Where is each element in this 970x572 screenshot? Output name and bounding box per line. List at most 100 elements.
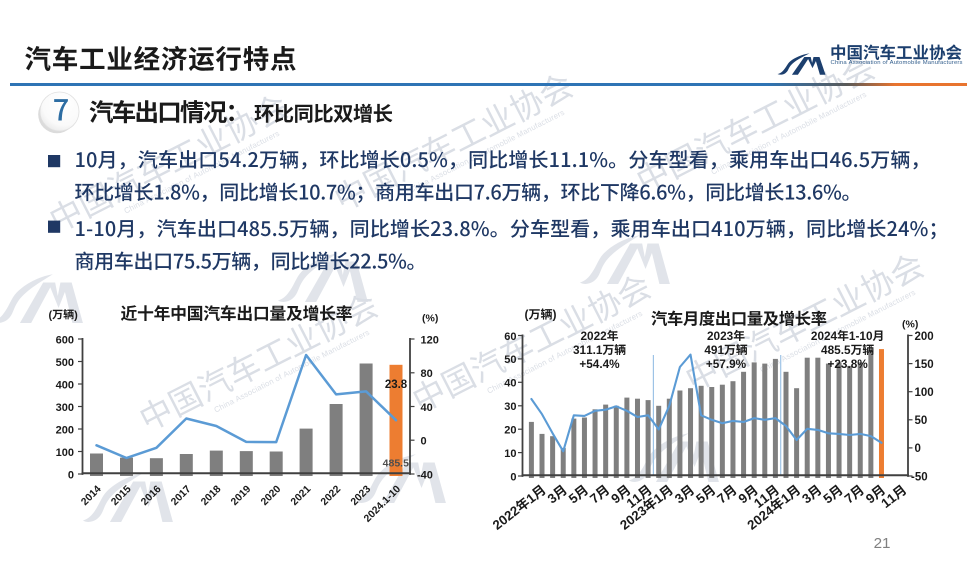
svg-text:n: n [525,125,533,135]
svg-text:0: 0 [62,334,68,346]
svg-text:A: A [890,60,894,66]
svg-text:a: a [867,60,871,66]
svg-text:e: e [903,291,911,301]
svg-text:0: 0 [915,443,921,455]
svg-text:o: o [819,333,828,343]
svg-text:r: r [361,330,368,339]
svg-text:i: i [800,345,806,354]
svg-text:n: n [827,107,835,117]
svg-text:A: A [477,149,486,160]
svg-text:h: h [218,402,226,412]
svg-text:n: n [603,326,611,336]
svg-text:r: r [957,60,959,66]
svg-text:%: % [906,319,916,331]
svg-text:n: n [540,358,548,368]
svg-text:0: 0 [421,436,427,448]
svg-text:o: o [273,373,282,383]
svg-text:c: c [943,60,946,66]
svg-text:2: 2 [600,329,607,343]
svg-text:i: i [495,382,501,391]
svg-text:A: A [429,173,438,184]
svg-text:a: a [599,327,608,337]
svg-text:o: o [760,140,769,150]
svg-text:o: o [498,138,507,148]
svg-text:s: s [512,372,520,382]
svg-text:5: 5 [586,357,593,371]
svg-text:3: 3 [573,343,580,357]
svg-text:1: 1 [859,329,866,343]
svg-text:u: u [334,342,342,352]
svg-text:0: 0 [921,331,927,343]
svg-text:+: + [706,357,713,371]
svg-text:0: 0 [714,329,721,343]
svg-text:2: 2 [824,329,831,343]
svg-text:f: f [550,353,557,362]
svg-text:f: f [884,301,891,310]
svg-text:m: m [207,162,217,173]
svg-text:3: 3 [56,402,62,414]
svg-text:u: u [847,96,855,106]
svg-text:i: i [808,118,814,127]
svg-text:0: 0 [68,469,74,481]
svg-text:s: s [636,309,644,319]
svg-text:n: n [240,146,248,156]
svg-text:t: t [485,145,492,154]
svg-text:a: a [138,198,147,208]
svg-text:f: f [187,173,194,182]
svg-text:t: t [621,317,628,326]
svg-text:5: 5 [56,357,62,369]
svg-text:h: h [491,383,499,393]
svg-text:c: c [890,297,898,307]
svg-text:t: t [532,362,539,371]
svg-text:M: M [866,309,876,320]
svg-text:n: n [931,60,934,66]
svg-text:3: 3 [504,401,510,413]
svg-text:2: 2 [707,329,714,343]
svg-text:A: A [192,170,201,181]
svg-text:u: u [545,114,553,124]
svg-text:t: t [200,166,207,175]
svg-text:0: 0 [510,424,516,436]
svg-text:0: 0 [433,334,439,346]
svg-text:b: b [217,157,226,167]
svg-text:): ) [553,308,557,322]
svg-text:6: 6 [504,331,510,343]
svg-text:i: i [221,157,227,166]
svg-text:o: o [908,60,912,66]
svg-text:r: r [900,293,907,302]
svg-text:2: 2 [56,424,62,436]
svg-text:t: t [259,381,266,390]
svg-text:c: c [254,138,262,148]
svg-text:C: C [486,385,495,396]
svg-text:t: t [258,137,265,146]
svg-text:2: 2 [874,535,882,552]
svg-text:i: i [164,186,170,195]
svg-text:5: 5 [921,359,928,371]
svg-text:r: r [952,60,954,66]
svg-text:.: . [599,357,602,371]
svg-text:6: 6 [56,334,62,346]
svg-text:C: C [123,205,132,216]
svg-text:s: s [785,351,793,361]
svg-text:4: 4 [504,378,511,390]
svg-text:1: 1 [849,329,856,343]
svg-text:2: 2 [834,357,841,371]
svg-text:(: ( [525,308,529,322]
svg-text:0: 0 [68,424,74,436]
svg-text:b: b [502,136,511,146]
svg-text:4: 4 [383,458,389,470]
svg-text:c: c [523,367,531,377]
svg-text:%: % [609,357,620,371]
svg-text:M: M [817,111,827,122]
svg-text:1: 1 [56,447,62,459]
svg-text:a: a [236,147,245,157]
svg-text:0: 0 [62,357,68,369]
svg-text:.: . [841,343,844,357]
svg-text:i: i [719,163,725,172]
svg-text:t: t [756,143,763,152]
svg-text:2: 2 [427,334,433,346]
svg-text:e: e [267,132,275,142]
svg-text:0: 0 [510,378,516,390]
svg-text:f: f [611,322,618,331]
svg-text:o: o [566,344,575,354]
